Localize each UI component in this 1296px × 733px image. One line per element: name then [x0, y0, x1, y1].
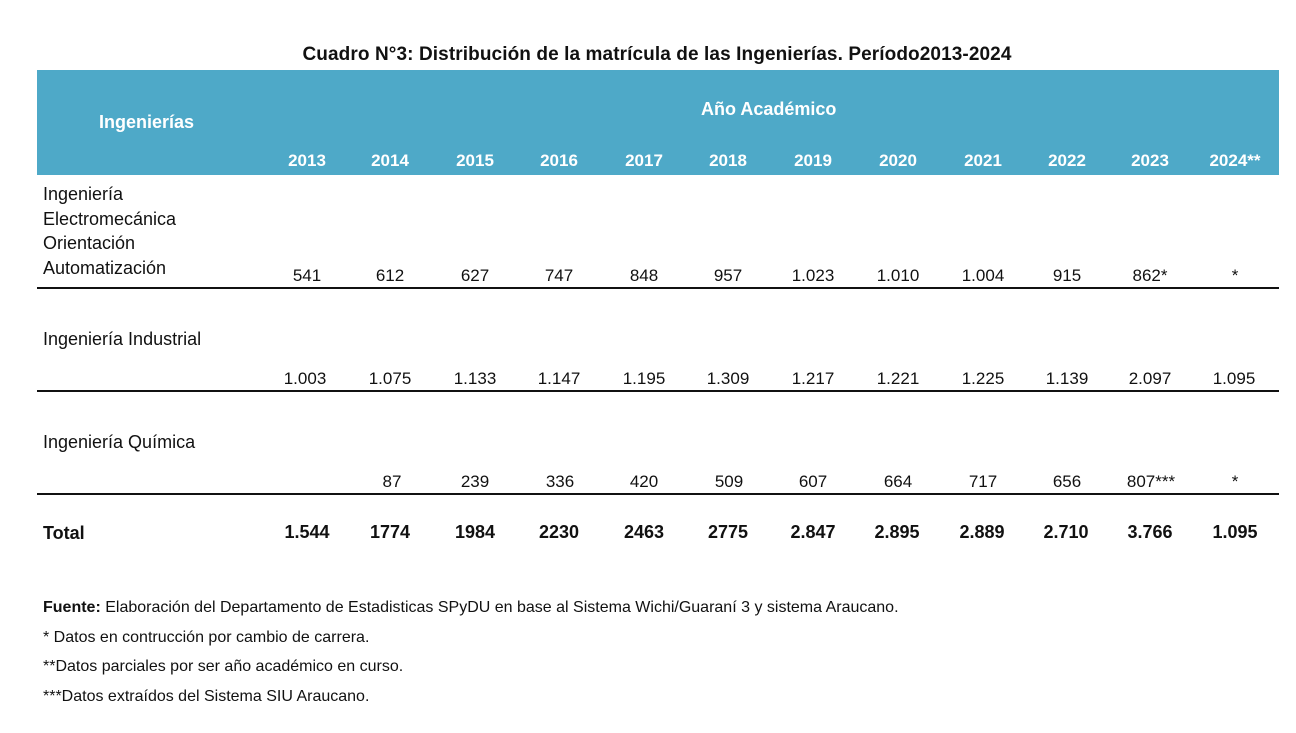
table-cell: 607	[798, 472, 828, 491]
table-cell: 656	[1052, 472, 1082, 491]
total-cell: 2775	[707, 522, 749, 542]
column-group-header-ano-academico: Año Académico	[701, 99, 837, 119]
source-text: Elaboración del Departamento de Estadist…	[100, 599, 899, 616]
total-cell: 2463	[623, 522, 665, 542]
table-cell: 664	[883, 472, 913, 491]
year-header: 2018	[709, 151, 747, 170]
table-cell: 627	[460, 266, 490, 285]
table-notes: Fuente: Elaboración del Departamento de …	[43, 593, 899, 711]
table-cell: 957	[713, 266, 743, 285]
year-header: 2020	[879, 151, 917, 170]
column-header-ingenierias: Ingenierías	[99, 112, 195, 132]
year-header: 2019	[794, 151, 832, 170]
total-cell: 2230	[538, 522, 580, 542]
footnote-3: ***Datos extraídos del Sistema SIU Arauc…	[43, 687, 370, 705]
total-cell: 2.889	[959, 522, 1005, 542]
table-cell: 2.097	[1128, 369, 1172, 388]
table-cell: 1.139	[1045, 369, 1089, 388]
table-cell: 612	[375, 266, 405, 285]
table-cell: 1.147	[537, 369, 581, 388]
table-cell: 87	[382, 472, 402, 491]
total-cell: 2.895	[874, 522, 920, 542]
year-header: 2016	[540, 151, 578, 170]
table-cell: *	[1231, 472, 1239, 491]
table-cell: 747	[544, 266, 574, 285]
table-cell: 1.010	[876, 266, 920, 285]
table-cell: 1.075	[368, 369, 412, 388]
table-cell: 915	[1052, 266, 1082, 285]
table-cell: 862*	[1132, 266, 1168, 285]
year-header: 2024**	[1209, 151, 1261, 170]
table-cell: 1.023	[791, 266, 835, 285]
total-cell: 1984	[454, 522, 496, 542]
total-cell: 2.847	[790, 522, 836, 542]
year-header: 2023	[1131, 151, 1169, 170]
table-cell: 336	[545, 472, 575, 491]
total-cell: 3.766	[1127, 522, 1173, 542]
source-note: Fuente: Elaboración del Departamento de …	[43, 593, 899, 623]
year-header: 2017	[625, 151, 663, 170]
table-cell: 1.225	[961, 369, 1005, 388]
table-cell: 1.309	[706, 369, 750, 388]
year-header: 2015	[456, 151, 494, 170]
table-cell: 848	[629, 266, 659, 285]
row-label-total: Total	[43, 523, 85, 543]
total-cell: 1.095	[1212, 522, 1258, 542]
table-cell: 717	[968, 472, 998, 491]
table-cell: 1.095	[1212, 369, 1256, 388]
table-cell: 420	[629, 472, 659, 491]
row-label-quimica: Ingeniería Química	[43, 432, 196, 452]
total-cell: 1.544	[284, 522, 330, 542]
table-cell: 239	[460, 472, 490, 491]
source-label: Fuente:	[43, 599, 101, 616]
table-cell: 1.195	[622, 369, 666, 388]
table-cell: 1.003	[283, 369, 327, 388]
table-header: Ingenierías Año Académico 2013 2014 2015…	[37, 70, 1279, 175]
year-header: 2021	[964, 151, 1002, 170]
footnote-2: **Datos parciales por ser año académico …	[43, 658, 404, 675]
year-header: 2013	[288, 151, 326, 170]
table-cell: 1.133	[453, 369, 497, 388]
table-cell: 1.221	[876, 369, 920, 388]
row-divider	[37, 287, 1279, 289]
year-header: 2022	[1048, 151, 1086, 170]
table-cell: 1.004	[961, 266, 1005, 285]
row-divider	[37, 493, 1279, 495]
row-label-electromecanica: Ingeniería Electromecánica Orientación A…	[43, 184, 177, 278]
table-cell: 807***	[1126, 472, 1176, 491]
table-cell: 541	[292, 266, 322, 285]
table-cell: *	[1231, 266, 1239, 285]
table-cell: 1.217	[791, 369, 835, 388]
row-label-industrial: Ingeniería Industrial	[43, 329, 202, 349]
total-cell: 2.710	[1043, 522, 1089, 542]
table-cell: 509	[714, 472, 744, 491]
footnote-1: * Datos en contrucción por cambio de car…	[43, 628, 370, 646]
row-divider	[37, 390, 1279, 392]
table-title: Cuadro N°3: Distribución de la matrícula…	[302, 44, 1012, 65]
total-cell: 1774	[369, 522, 411, 542]
year-header: 2014	[371, 151, 409, 170]
